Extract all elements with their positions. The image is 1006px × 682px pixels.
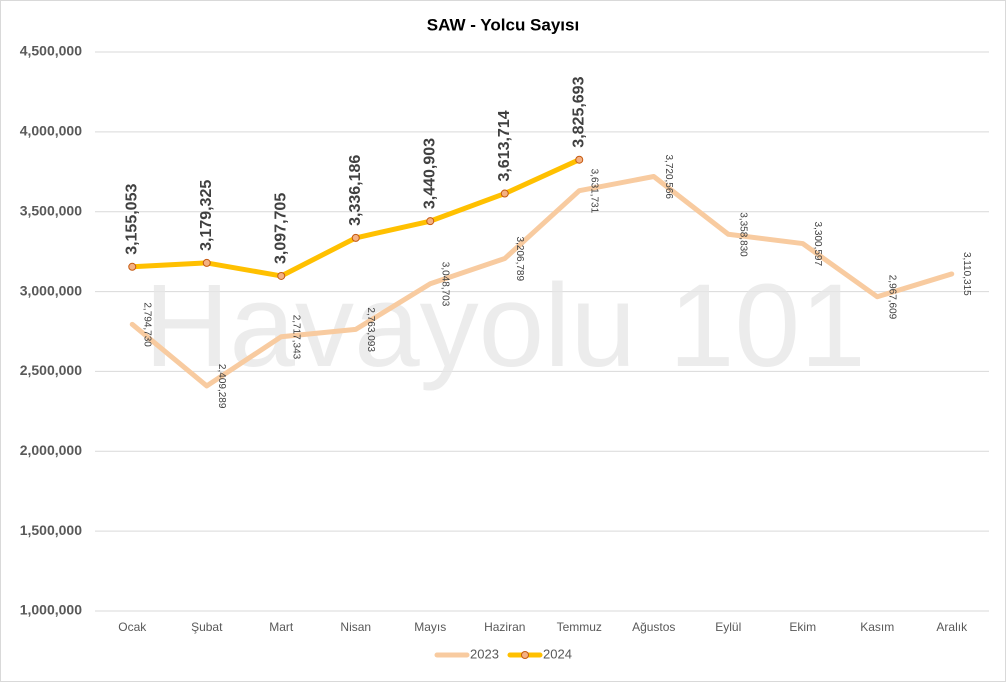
y-tick-label: 3,000,000 [20,282,82,298]
x-tick-label: Mayıs [414,620,446,634]
legend-label: 2024 [543,646,572,661]
x-tick-label: Aralık [936,620,968,634]
chart-title: SAW - Yolcu Sayısı [427,15,579,34]
data-label: 3,097,705 [272,193,289,264]
data-label: 2,717,343 [291,315,302,360]
data-label: 3,336,186 [347,155,364,226]
series-line [129,173,955,389]
data-label: 3,825,693 [570,76,587,147]
x-tick-label: Ağustos [632,620,675,634]
data-label: 3,440,903 [421,138,438,209]
x-tick-label: Mart [269,620,294,634]
watermark: Havayolu 101 [144,260,866,392]
point-marker [500,189,509,198]
data-label: 3,110,315 [961,252,972,296]
point-marker [426,217,435,226]
data-label: 3,300,597 [812,222,823,267]
point-marker [351,233,360,242]
data-label: 3,155,053 [123,184,140,255]
x-tick-label: Haziran [484,620,525,634]
legend-marker [521,651,529,659]
data-label: 3,613,714 [496,110,513,181]
y-tick-label: 3,500,000 [20,202,82,218]
data-label: 2,409,289 [216,364,227,409]
legend-label: 2023 [470,646,499,661]
x-tick-label: Ocak [118,620,147,634]
x-tick-label: Eylül [715,620,741,634]
point-marker [277,271,286,280]
y-tick-label: 1,000,000 [20,602,82,618]
data-label: 3,631,731 [589,169,600,214]
point-marker [575,155,584,164]
data-label: 3,358,830 [738,212,749,257]
x-tick-label: Nisan [340,620,371,634]
y-tick-label: 2,500,000 [20,362,82,378]
data-label: 2,967,609 [887,275,898,320]
x-tick-label: Temmuz [557,620,602,634]
data-label: 2,794,730 [142,302,153,347]
y-tick-label: 2,000,000 [20,442,82,458]
x-tick-label: Kasım [860,620,894,634]
data-label: 2,763,093 [365,307,376,352]
x-tick-label: Şubat [191,620,223,634]
data-label: 3,179,325 [198,180,215,251]
point-marker [202,258,211,267]
point-marker [128,262,137,271]
data-label: 3,048,703 [440,262,451,307]
x-tick-label: Ekim [789,620,816,634]
data-label: 3,206,789 [514,237,525,282]
data-label: 3,720,566 [663,154,674,199]
y-tick-label: 1,500,000 [20,522,82,538]
y-tick-label: 4,500,000 [20,43,82,59]
y-tick-label: 4,000,000 [20,123,82,139]
